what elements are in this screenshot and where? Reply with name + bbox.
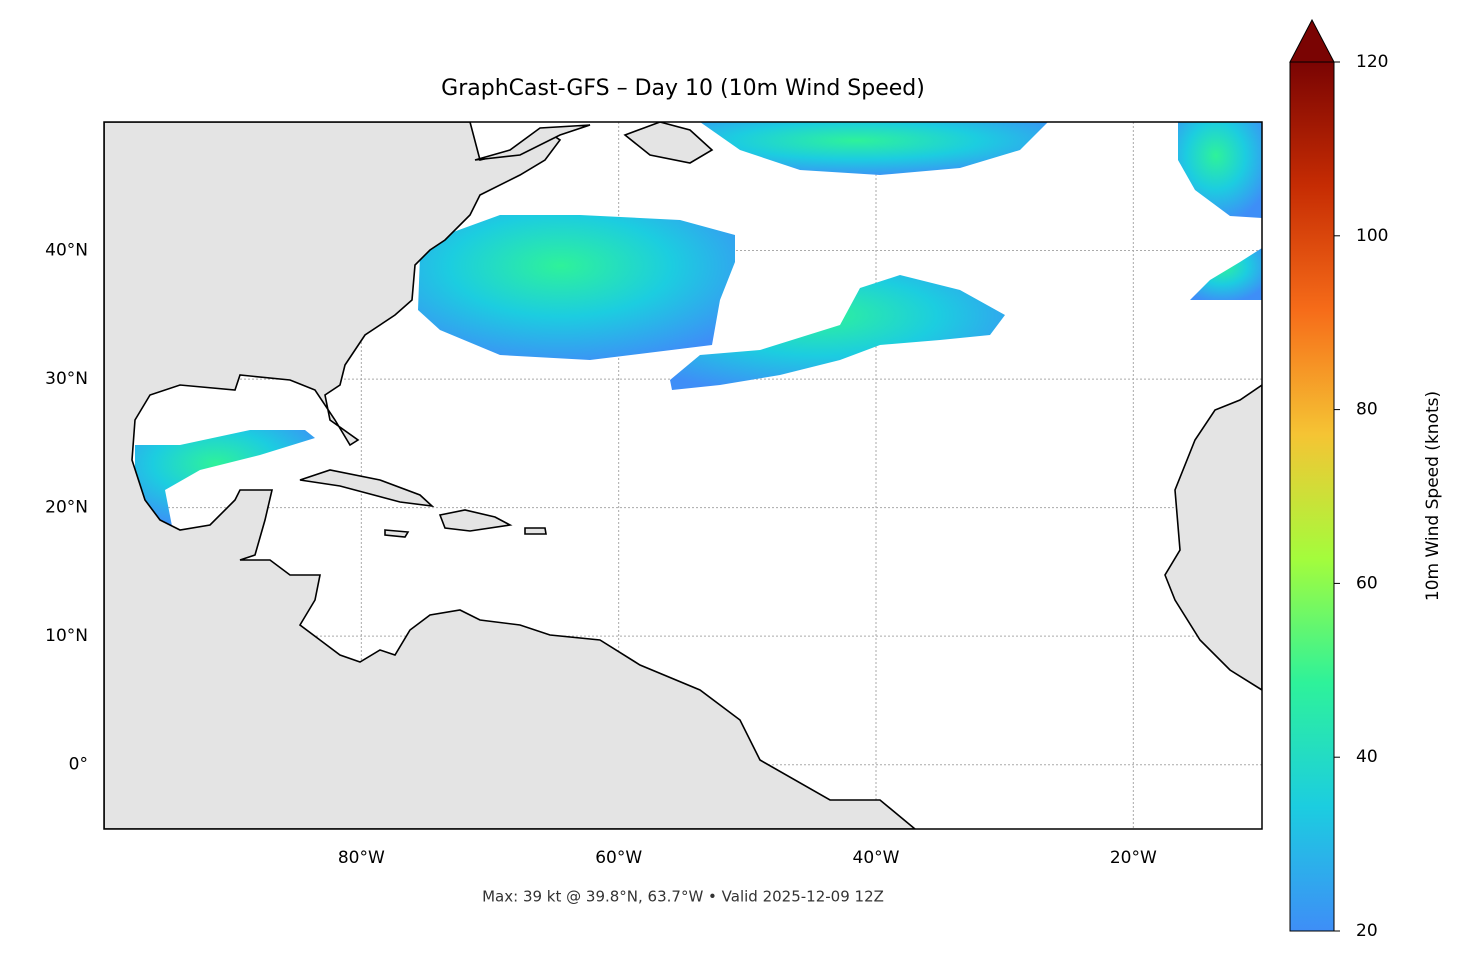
- colorbar-tick-label: 120: [1356, 52, 1388, 72]
- map-title: GraphCast-GFS – Day 10 (10m Wind Speed): [441, 76, 925, 101]
- colorbar-tick-label: 60: [1356, 573, 1378, 593]
- colorbar-tick-label: 100: [1356, 226, 1388, 246]
- x-tick-label: 40°W: [853, 848, 900, 868]
- map-frame: [103, 121, 1263, 830]
- y-tick-label: 30°N: [45, 369, 88, 389]
- colorbar: 10m Wind Speed (knots) 20 40 60 80 100 120: [1289, 18, 1443, 941]
- y-tick-label: 0°: [69, 755, 88, 775]
- y-tick-label: 10°N: [45, 626, 88, 646]
- y-tick-label: 20°N: [45, 498, 88, 518]
- colorbar-tick-label: 80: [1356, 400, 1378, 420]
- axis-ticks: 80°W 60°W 40°W 20°W 40°N 30°N 20°N 10°N 0°: [45, 241, 1157, 868]
- wind-field: [135, 122, 1262, 526]
- colorbar-tick-label: 40: [1356, 747, 1378, 767]
- x-tick-label: 60°W: [595, 848, 642, 868]
- x-tick-label: 20°W: [1110, 848, 1157, 868]
- colorbar-extend: [1289, 18, 1335, 63]
- colorbar-label: 10m Wind Speed (knots): [1423, 391, 1443, 601]
- land: [104, 122, 1262, 829]
- x-tick-label: 80°W: [338, 848, 385, 868]
- map-area: [104, 122, 1262, 829]
- footer-note: Max: 39 kt @ 39.8°N, 63.7°W • Valid 2025…: [482, 888, 884, 906]
- y-tick-label: 40°N: [45, 241, 88, 261]
- colorbar-tick-label: 20: [1356, 921, 1378, 941]
- colorbar-ramp: [1289, 61, 1335, 932]
